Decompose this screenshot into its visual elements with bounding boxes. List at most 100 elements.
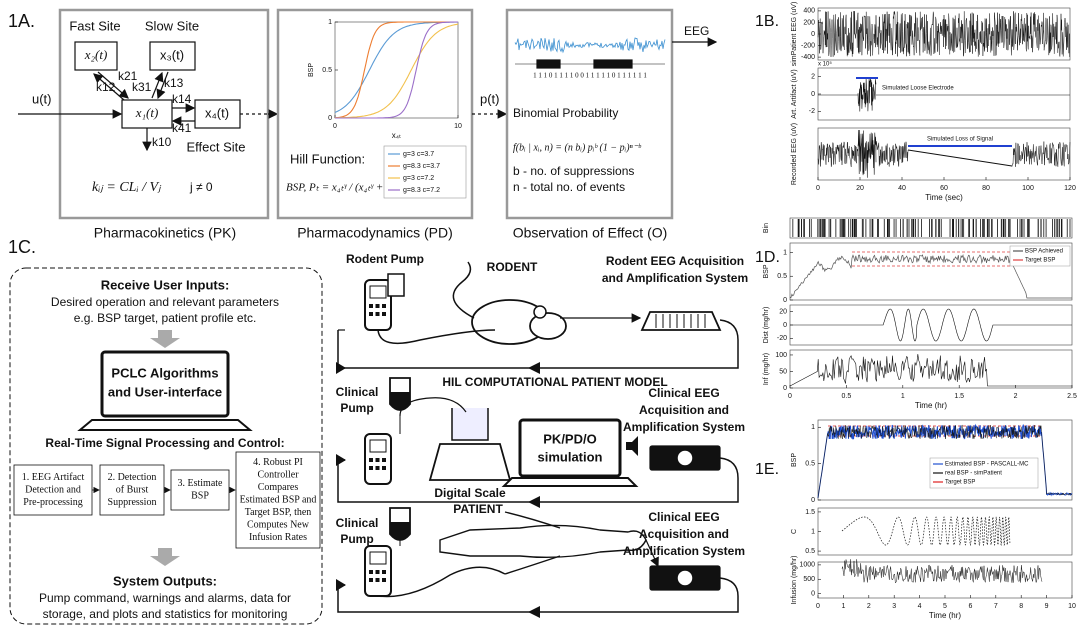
y-axis-label: simPatient EEG (uV) [791,2,798,67]
x-tick-label: 9 [1045,603,1049,610]
label: f(bᵢ | xᵢ, n) = (n bᵢ) pᵢᵇ (1 − pᵢ)ⁿ⁻ᵇ [513,142,642,153]
input-arrow [336,454,346,466]
arrow [93,73,125,101]
arrow [156,71,169,100]
x-axis-label: x₄ₜ [392,131,402,140]
y-axis-label: Art. Artifact (uV) [791,69,798,118]
label: EEG [684,24,709,38]
label: k13 [164,76,184,90]
loop-arrow [528,496,540,508]
input-arrow [336,579,346,591]
label: Observation of Effect (O) [513,225,668,241]
y-tick-label: 1.5 [805,509,815,516]
y-axis-label: BSP [763,264,770,278]
eeg-signal [514,37,666,54]
pump-screen [369,439,387,453]
label: n - total no. of events [513,180,625,194]
label: Amplification System [623,544,745,558]
label: k14 [172,92,192,106]
signal [841,559,1043,584]
step-label: 1. EEG Artifact [22,472,85,483]
label: and Amplification System [602,271,748,285]
legend-label: g=8.3 c=7.2 [403,187,440,194]
signal [790,308,1072,342]
label: Pump command, warnings and alarms, data … [39,591,291,605]
y-axis-label: BSP [308,63,315,77]
patient-body [439,524,647,559]
label: Real-Time Signal Processing and Control: [45,436,284,450]
label: Effect Site [186,139,245,154]
pump-key [369,312,373,316]
label: x₂(t) [84,47,108,62]
x-tick-label: 0.5 [842,393,852,400]
label: Clinical EEG [648,386,719,400]
y-tick-label: 2 [811,74,815,81]
y-axis-label: Infusion (mg/hr) [791,555,798,604]
legend-label: g=3 c=3.7 [403,151,434,158]
y-axis-label: Bin [763,223,770,233]
pump-key [369,466,373,470]
label: Amplification System [623,420,745,434]
hill-curve [335,21,458,119]
label: Acquisition and [639,527,729,541]
legend-label: real BSP - simPatient [945,471,1002,477]
legend [929,457,1039,489]
label: and User-interface [108,384,222,399]
label: Acquisition and [639,403,729,417]
rodent-head [529,312,567,340]
label: Rodent Pump [346,252,424,266]
legend-label: BSP Achieved [1025,249,1063,255]
pump-key [375,570,380,574]
step-box [235,451,321,549]
label: Rodent EEG Acquisition [606,254,744,268]
step-label: Estimated BSP and [240,494,317,505]
loop-arrow [528,362,540,374]
y-tick-label: 1 [811,528,815,535]
pump-key [369,304,373,308]
label: HIL COMPUTATIONAL PATIENT MODEL [442,375,667,389]
legend [1009,245,1071,267]
pump-key [375,304,380,308]
x-tick-label: 100 [1022,185,1034,192]
x-tick-label: 0 [788,393,792,400]
panel-label: 1C. [8,237,36,257]
step-label: Target BSP, then [245,507,312,518]
pump-key [375,466,380,470]
plot-frame [789,349,1073,389]
legend-label: Target BSP [1025,258,1055,264]
label: Pump [340,532,373,546]
pump-screen [369,285,387,299]
y-tick-label: -200 [801,42,815,49]
x-tick-label: 0 [816,185,820,192]
x-tick-label: 4 [918,603,922,610]
x-tick-label: 0 [333,123,337,130]
syringe [387,273,405,297]
label: j ≠ 0 [189,180,213,194]
pump-key [382,304,386,308]
signal [1011,141,1071,167]
y-tick-label: 0 [811,31,815,38]
label: PCLC Algorithms [111,365,218,380]
x-tick-label: 7 [994,603,998,610]
pump-key [382,570,386,574]
label: Desired operation and relevant parameter… [51,295,279,309]
label: Hill Function: [290,151,365,166]
label: Pharmacodynamics (PD) [297,225,453,241]
y-tick-label: 0 [783,297,787,304]
signal [817,423,1073,499]
y-tick-label: 0 [328,115,332,122]
label: k12 [96,80,116,94]
hill-curve [335,23,459,119]
legend-label: Estimated BSP - PASCALL-MC [945,462,1029,468]
label: System Outputs: [113,573,217,588]
y-tick-label: 400 [803,8,815,15]
y-tick-label: 0 [811,91,815,98]
label: k21 [118,69,138,83]
loop [338,319,739,369]
cable [377,566,506,598]
y-tick-label: -20 [777,335,787,342]
step-label: 4. Robust PI [253,457,303,468]
label: storage, and plots and statistics for mo… [43,607,288,621]
x-tick-label: 120 [1064,185,1076,192]
